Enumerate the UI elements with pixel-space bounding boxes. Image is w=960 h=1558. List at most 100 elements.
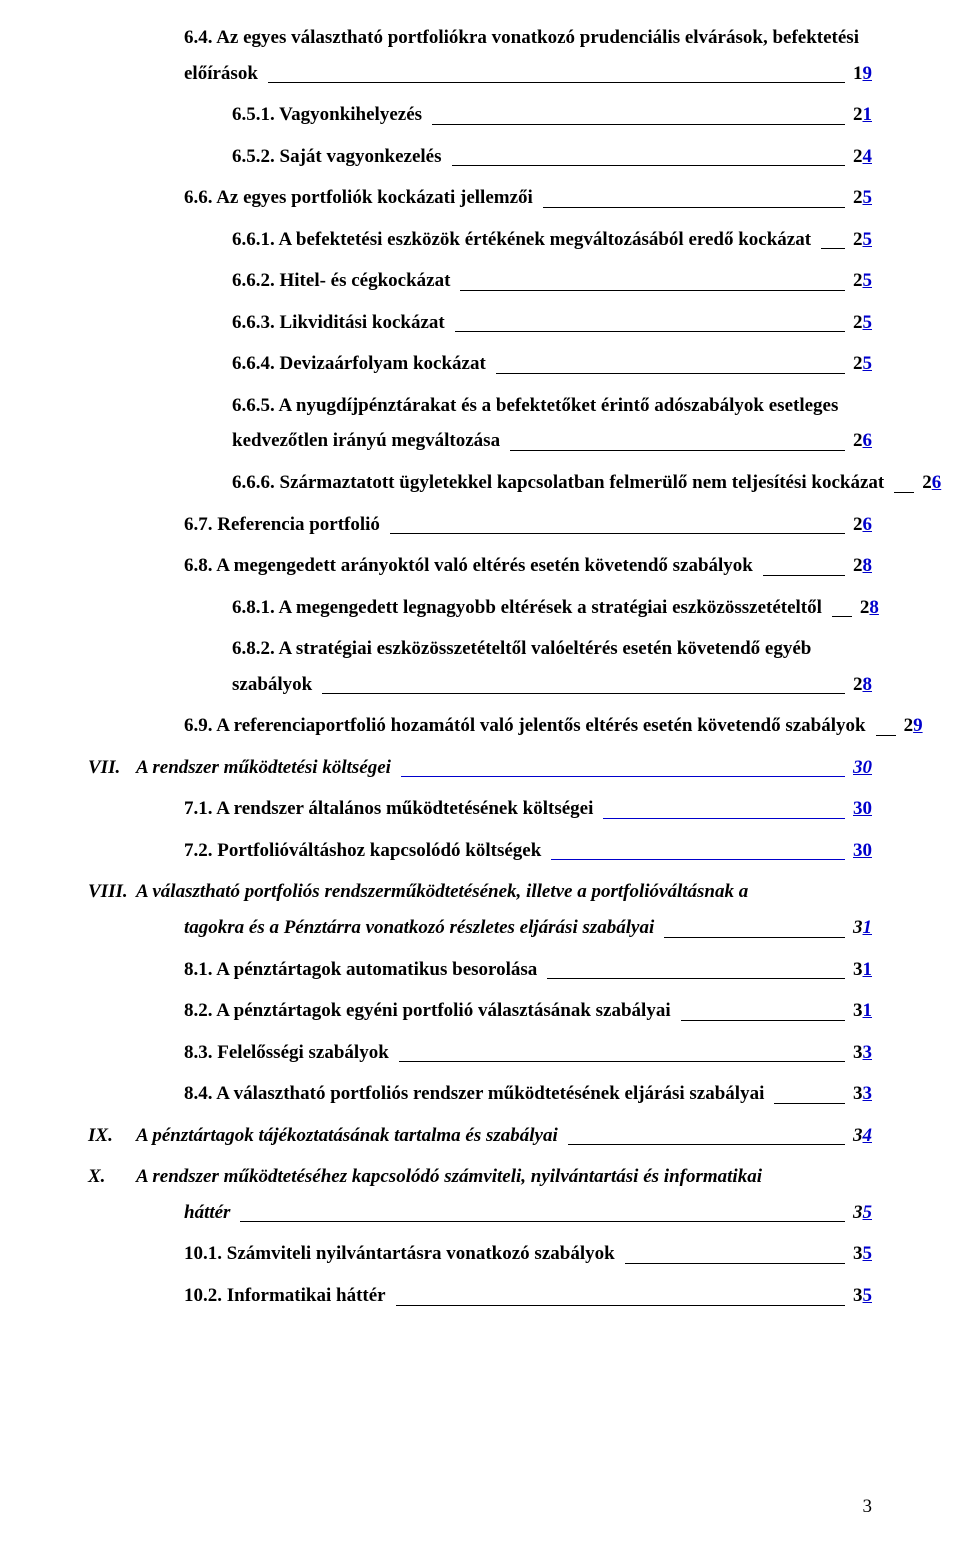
toc-title-text: 10.1. Számviteli nyilvántartásra vonatko… xyxy=(184,1240,621,1268)
table-of-contents: 6.4. Az egyes választható portfoliókra v… xyxy=(88,24,872,1324)
toc-page-number[interactable]: 28 xyxy=(856,594,879,622)
toc-page-number[interactable]: 34 xyxy=(849,1122,872,1150)
toc-page-number[interactable]: 25 xyxy=(849,226,872,254)
toc-leader xyxy=(460,272,845,291)
toc-title-text: 6.9. A referenciaportfolió hozamától val… xyxy=(184,712,872,740)
toc-page-black: 2 xyxy=(853,312,863,333)
toc-page-link[interactable]: 4 xyxy=(863,1125,873,1146)
toc-page-number[interactable]: 26 xyxy=(849,511,872,539)
toc-entry: VIII.A választható portfoliós rendszermű… xyxy=(88,878,872,955)
toc-leader xyxy=(774,1085,845,1104)
toc-page-black: 2 xyxy=(853,430,863,451)
toc-page-black: 2 xyxy=(853,270,863,291)
toc-page-number[interactable]: 35 xyxy=(849,1240,872,1268)
toc-leader xyxy=(496,355,845,374)
toc-leader xyxy=(763,557,845,576)
toc-page-link[interactable]: 9 xyxy=(913,715,923,736)
toc-page-link[interactable]: 6 xyxy=(863,514,873,535)
toc-title-text: szabályok xyxy=(232,671,318,699)
toc-title-text: A rendszer működtetéséhez kapcsolódó szá… xyxy=(136,1163,872,1191)
toc-page-number[interactable]: 31 xyxy=(849,956,872,984)
toc-page-number[interactable]: 19 xyxy=(849,60,872,88)
toc-page-link[interactable]: 3 xyxy=(863,1042,873,1063)
toc-page-number[interactable]: 31 xyxy=(849,997,872,1025)
toc-page-link[interactable]: 30 xyxy=(853,840,872,861)
toc-title-text: 6.6.5. A nyugdíjpénztárakat és a befekte… xyxy=(232,392,872,420)
toc-title-text: tagokra és a Pénztárra vonatkozó részlet… xyxy=(184,914,660,942)
toc-title-text: 6.8.1. A megengedett legnagyobb eltérése… xyxy=(232,594,828,622)
toc-page-link[interactable]: 8 xyxy=(863,674,873,695)
toc-page-link[interactable]: 5 xyxy=(863,353,873,374)
toc-page-black: 2 xyxy=(853,104,863,125)
toc-leader xyxy=(432,106,845,125)
toc-page-link[interactable]: 1 xyxy=(863,1000,873,1021)
toc-page-number[interactable]: 24 xyxy=(849,143,872,171)
toc-page-link[interactable]: 6 xyxy=(863,430,873,451)
toc-page-link[interactable]: 5 xyxy=(863,1285,873,1306)
toc-leader xyxy=(894,474,914,493)
toc-page-link[interactable]: 5 xyxy=(863,187,873,208)
toc-entry: 6.6.6. Származtatott ügyletekkel kapcsol… xyxy=(88,469,872,511)
toc-page-number[interactable]: 28 xyxy=(849,552,872,580)
toc-leader xyxy=(625,1245,845,1264)
toc-page-link[interactable]: 6 xyxy=(932,472,942,493)
toc-leader xyxy=(568,1126,845,1145)
toc-entry: 6.4. Az egyes választható portfoliókra v… xyxy=(88,24,872,101)
toc-page-link[interactable]: 8 xyxy=(863,555,873,576)
toc-page-black: 3 xyxy=(853,1202,863,1223)
toc-leader xyxy=(664,919,845,938)
toc-page-black: 3 xyxy=(853,1083,863,1104)
toc-page-number[interactable]: 31 xyxy=(849,914,872,942)
toc-title-text: 6.6.6. Származtatott ügyletekkel kapcsol… xyxy=(232,469,890,497)
toc-leader xyxy=(396,1287,845,1306)
toc-page-number[interactable]: 28 xyxy=(849,671,872,699)
toc-page-number[interactable]: 33 xyxy=(849,1080,872,1108)
toc-entry: 8.1. A pénztártagok automatikus besorolá… xyxy=(88,956,872,998)
toc-page-link[interactable]: 1 xyxy=(863,104,873,125)
toc-page-link[interactable]: 3 xyxy=(863,1083,873,1104)
toc-page-black: 2 xyxy=(853,555,863,576)
toc-page-link[interactable]: 30 xyxy=(853,798,872,819)
toc-page-link[interactable]: 5 xyxy=(863,312,873,333)
toc-title-text: 6.6.3. Likviditási kockázat xyxy=(232,309,451,337)
toc-page-number[interactable]: 30 xyxy=(849,795,872,823)
toc-page-link[interactable]: 1 xyxy=(863,917,873,938)
toc-page-link[interactable]: 8 xyxy=(869,597,879,618)
toc-page-number[interactable]: 25 xyxy=(849,350,872,378)
toc-title-text: 10.2. Informatikai háttér xyxy=(184,1282,392,1310)
toc-page-number[interactable]: 25 xyxy=(849,184,872,212)
toc-page-black: 2 xyxy=(853,674,863,695)
toc-page-link[interactable]: 30 xyxy=(853,757,872,778)
toc-entry: 6.8. A megengedett arányoktól való eltér… xyxy=(88,552,872,594)
toc-page-link[interactable]: 5 xyxy=(863,229,873,250)
toc-page-link[interactable]: 1 xyxy=(863,959,873,980)
toc-entry: VII.A rendszer működtetési költségei30 xyxy=(88,754,872,796)
toc-page-number[interactable]: 26 xyxy=(849,427,872,455)
toc-leader xyxy=(268,64,845,83)
toc-page-black: 3 xyxy=(853,1000,863,1021)
toc-title-text: 6.6.2. Hitel- és cégkockázat xyxy=(232,267,456,295)
toc-title-text: 6.8. A megengedett arányoktól való eltér… xyxy=(184,552,759,580)
page-footer-number: 3 xyxy=(863,1496,873,1518)
toc-page-number[interactable]: 35 xyxy=(849,1199,872,1227)
toc-leader xyxy=(510,432,845,451)
toc-page-number[interactable]: 26 xyxy=(918,469,941,497)
toc-entry: 6.9. A referenciaportfolió hozamától val… xyxy=(88,712,872,754)
toc-page-number[interactable]: 21 xyxy=(849,101,872,129)
toc-page-number[interactable]: 25 xyxy=(849,267,872,295)
toc-page-link[interactable]: 5 xyxy=(863,1202,873,1223)
toc-page-number[interactable]: 33 xyxy=(849,1039,872,1067)
toc-page-number[interactable]: 25 xyxy=(849,309,872,337)
toc-page-number[interactable]: 30 xyxy=(849,754,872,782)
toc-leader xyxy=(821,230,845,249)
toc-page-link[interactable]: 5 xyxy=(863,270,873,291)
toc-page-number[interactable]: 35 xyxy=(849,1282,872,1310)
toc-entry: 7.1. A rendszer általános működtetésének… xyxy=(88,795,872,837)
toc-page-number[interactable]: 30 xyxy=(849,837,872,865)
toc-roman-label: IX. xyxy=(88,1122,136,1150)
toc-page-link[interactable]: 9 xyxy=(863,63,873,84)
toc-page-number[interactable]: 29 xyxy=(900,712,923,740)
toc-leader xyxy=(543,189,845,208)
toc-page-link[interactable]: 4 xyxy=(863,146,873,167)
toc-page-link[interactable]: 5 xyxy=(863,1243,873,1264)
